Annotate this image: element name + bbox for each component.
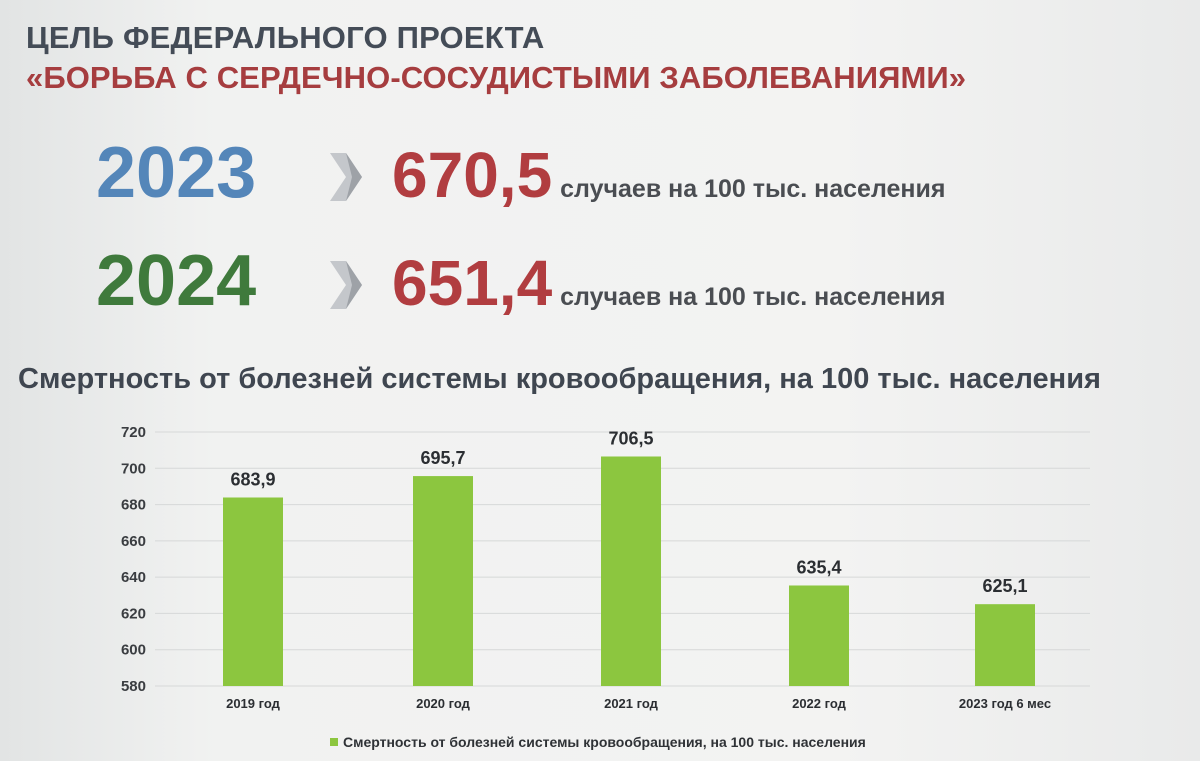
chevron-right-icon xyxy=(330,261,362,309)
kpi-year: 2024 xyxy=(96,241,257,321)
chart-legend: Смертность от болезней системы кровообра… xyxy=(330,734,866,750)
bar-value-label: 706,5 xyxy=(608,428,653,448)
chart-title: Смертность от болезней системы кровообра… xyxy=(18,363,1101,395)
y-tick-label: 640 xyxy=(121,569,146,586)
bar xyxy=(975,604,1035,686)
kpi-row-2023: 2023 670,5 случаев на 100 тыс. населения xyxy=(96,132,945,222)
x-tick-label: 2020 год xyxy=(416,696,471,711)
bar-value-label: 625,1 xyxy=(982,576,1027,596)
bar xyxy=(789,585,849,686)
kpi-value: 670,5 xyxy=(392,139,553,211)
goal-title: ЦЕЛЬ ФЕДЕРАЛЬНОГО ПРОЕКТА xyxy=(26,20,545,55)
y-tick-label: 680 xyxy=(121,497,146,514)
x-tick-label: 2022 год xyxy=(792,696,847,711)
bar-chart: 580 600 620 640 660 680 700 720 683,9 695,7 706,5… xyxy=(121,424,1090,711)
kpi-row-2024: 2024 651,4 случаев на 100 тыс. населения xyxy=(96,240,945,330)
x-tick-label: 2019 год xyxy=(226,696,281,711)
bar-value-label: 695,7 xyxy=(420,448,465,468)
legend-swatch xyxy=(330,738,338,746)
legend-label: Смертность от болезней системы кровообра… xyxy=(343,734,866,750)
bar xyxy=(223,497,283,686)
project-name: «БОРЬБА С СЕРДЕЧНО-СОСУДИСТЫМИ ЗАБОЛЕВАН… xyxy=(26,60,967,95)
y-tick-label: 700 xyxy=(121,460,146,477)
kpi-unit: случаев на 100 тыс. населения xyxy=(560,175,946,203)
bar-value-label: 635,4 xyxy=(796,557,841,577)
kpi-value: 651,4 xyxy=(392,247,553,319)
y-tick-label: 720 xyxy=(121,424,146,441)
kpi-unit: случаев на 100 тыс. населения xyxy=(560,283,946,311)
chevron-right-icon xyxy=(330,153,362,201)
bar xyxy=(413,476,473,686)
bar xyxy=(601,456,661,686)
x-tick-label: 2023 год 6 мес xyxy=(959,696,1051,711)
bar-value-label: 683,9 xyxy=(230,469,275,489)
x-tick-label: 2021 год xyxy=(604,696,659,711)
y-tick-label: 660 xyxy=(121,533,146,550)
y-tick-label: 620 xyxy=(121,605,146,622)
kpi-year: 2023 xyxy=(96,133,257,213)
y-tick-label: 600 xyxy=(121,642,146,659)
y-tick-label: 580 xyxy=(121,678,146,695)
